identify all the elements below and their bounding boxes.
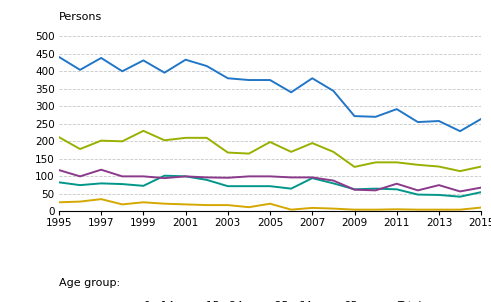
Text: Age group:: Age group: [59, 278, 120, 288]
Text: Persons: Persons [59, 12, 102, 22]
Legend: 0 - 14, 15 - 24, 25 - 64, 65 -, Total: 0 - 14, 15 - 24, 25 - 64, 65 -, Total [115, 297, 425, 302]
